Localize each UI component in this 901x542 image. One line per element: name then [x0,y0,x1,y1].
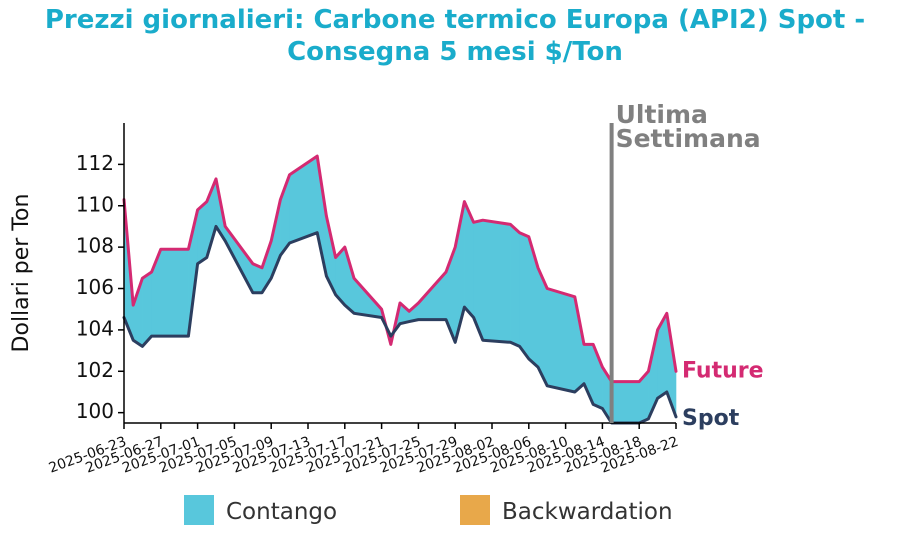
y-tick-label: 100 [76,399,114,423]
contango-fill-segment [611,381,640,424]
y-tick-label: 108 [76,234,114,258]
contango-fill-segment [197,200,208,265]
spot-series-label: Spot [682,406,740,431]
xtick-layer: 2025-06-232025-06-272025-07-012025-07-05… [47,423,681,477]
legend-swatch-contango [184,495,214,525]
y-tick-label: 102 [76,358,114,382]
contango-fill-segment [482,219,511,343]
contango-fill-segment [418,271,447,320]
contango-fill-segment [510,223,520,347]
contango-fill-segment [546,288,576,393]
contango-fill-segment [344,247,355,315]
contango-fill-segment [160,248,189,337]
future-series-line [122,154,678,384]
chart-title: Prezzi giornalieri: Carbone termico Euro… [0,4,901,68]
chart-title-line1: Prezzi giornalieri: Carbone termico Euro… [44,5,866,35]
spot-series-line [122,224,678,425]
last-week-annotation-line2: Settimana [616,124,761,153]
y-tick-label: 110 [76,192,114,216]
legend-label-backwardation: Backwardation [502,499,673,525]
legend: Contango Backwardation [184,495,673,525]
axes-layer [123,123,676,424]
fill-layer [123,155,677,425]
y-tick-label: 104 [76,316,114,340]
contango-fill-segment [289,155,318,244]
line-layer [122,154,678,425]
y-tick-label: 106 [76,275,114,299]
chart-title-line2: Consegna 5 mesi $/Ton [287,37,623,67]
contango-fill-segment [519,232,530,360]
ytick-layer: 100 102 104 106 108 110 112 [76,151,124,423]
annot-layer: Ultima Settimana [609,100,761,423]
y-tick-label: 112 [76,151,114,175]
y-axis-label: Dollari per Ton [9,194,34,353]
future-series-label: Future [682,358,764,383]
last-week-annotation-line1: Ultima [616,100,708,129]
legend-swatch-backwardation [460,495,490,525]
contango-fill-segment [142,271,152,348]
legend-label-contango: Contango [226,499,337,525]
